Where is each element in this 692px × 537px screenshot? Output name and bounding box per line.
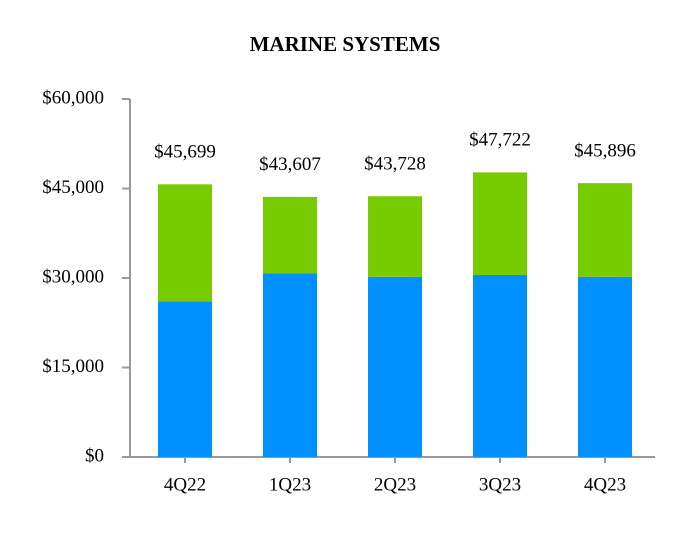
y-tick-label: $0 bbox=[85, 445, 104, 466]
total-label: $47,722 bbox=[469, 130, 531, 151]
bar-segment bbox=[578, 183, 632, 277]
bar-segment bbox=[368, 276, 422, 457]
y-tick-label: $15,000 bbox=[42, 356, 104, 377]
total-label: $43,607 bbox=[259, 154, 321, 175]
total-label: $45,699 bbox=[154, 142, 216, 163]
bar-segment bbox=[158, 301, 212, 457]
bar-segment bbox=[473, 172, 527, 276]
x-tick-label: 4Q22 bbox=[164, 474, 206, 495]
bar-segment bbox=[368, 196, 422, 277]
bar-segment bbox=[158, 184, 212, 302]
x-tick-label: 3Q23 bbox=[479, 474, 521, 495]
y-tick-label: $45,000 bbox=[42, 177, 104, 198]
total-label: $43,728 bbox=[364, 154, 426, 175]
bar-segment bbox=[263, 196, 317, 274]
y-tick-label: $60,000 bbox=[42, 87, 104, 108]
x-tick-label: 2Q23 bbox=[374, 474, 416, 495]
y-tick-label: $30,000 bbox=[42, 266, 104, 287]
x-tick-label: 4Q23 bbox=[584, 474, 626, 495]
bar-segment bbox=[473, 275, 527, 457]
x-tick-label: 1Q23 bbox=[269, 474, 311, 495]
chart-title: MARINE SYSTEMS bbox=[250, 32, 441, 56]
bar-segment bbox=[578, 276, 632, 457]
total-label: $45,896 bbox=[574, 140, 636, 161]
bar-segment bbox=[263, 273, 317, 457]
